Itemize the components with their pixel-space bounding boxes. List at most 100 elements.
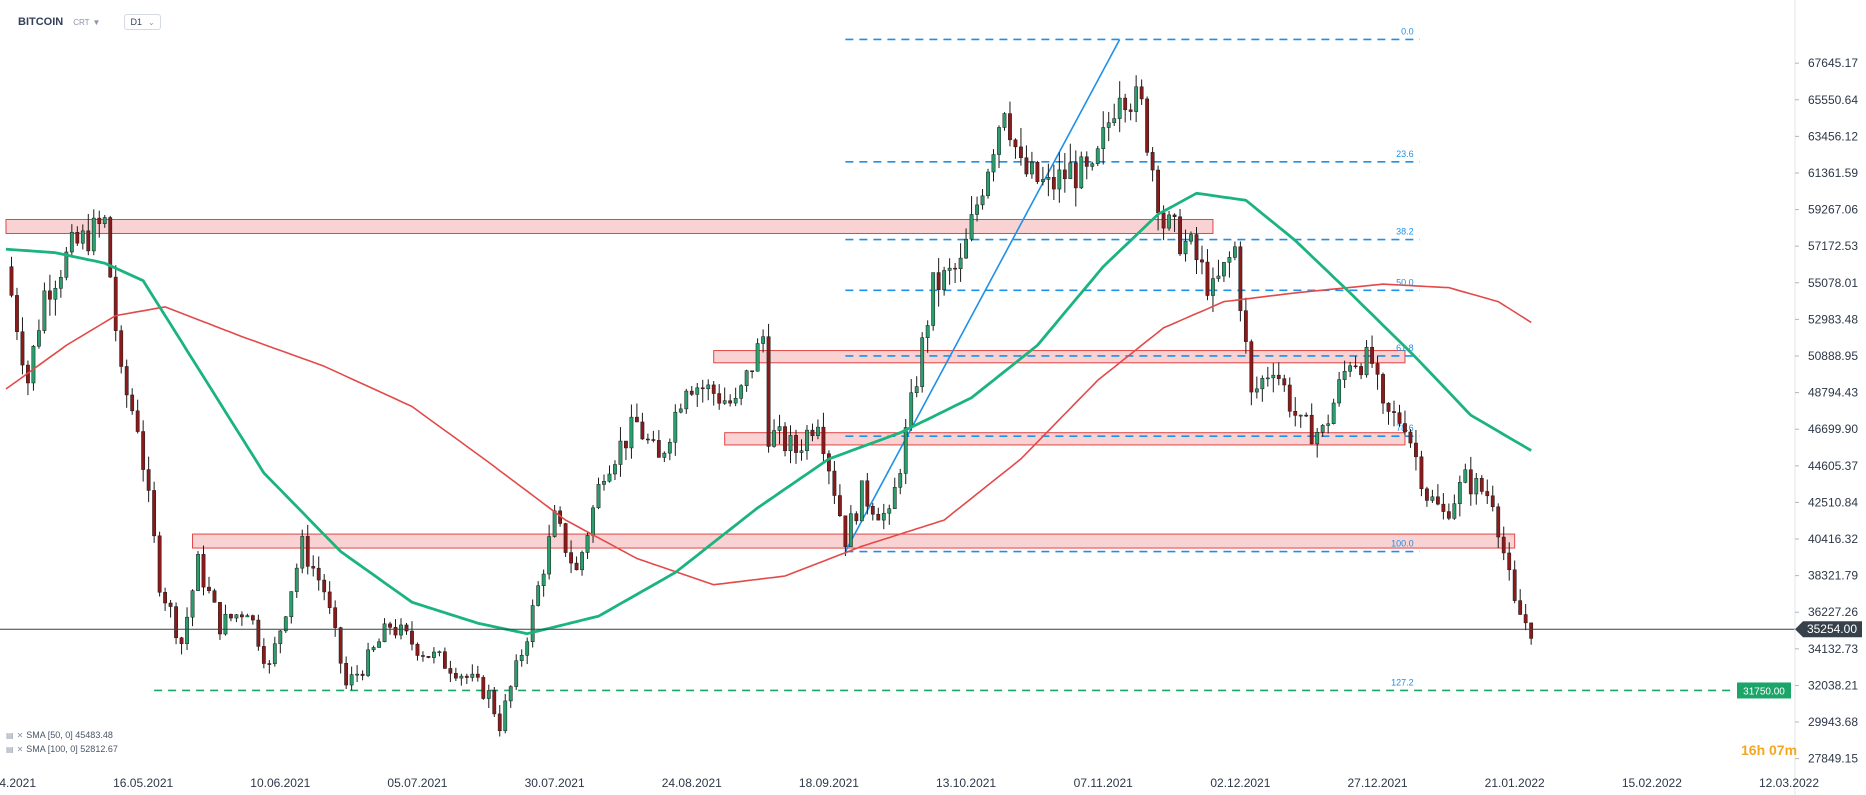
candle-body <box>964 238 968 259</box>
instrument-type[interactable]: CRT ▼ <box>73 18 100 27</box>
candle-body <box>859 480 864 522</box>
candle-body <box>377 641 381 648</box>
y-tick-label: 63456.12 <box>1808 129 1858 143</box>
candle-body <box>1452 503 1457 519</box>
candle-body <box>459 675 464 679</box>
candle-body <box>196 554 200 591</box>
candle-body <box>986 171 990 197</box>
y-tick-label: 36227.26 <box>1808 605 1858 619</box>
chevron-down-icon: ⌄ <box>147 17 155 27</box>
candle-body <box>1260 378 1265 390</box>
chevron-down-icon: ▼ <box>92 17 101 27</box>
candle-body <box>1518 600 1523 615</box>
candle-body <box>925 325 930 338</box>
candle-body <box>552 510 557 537</box>
candle-body <box>1457 482 1462 504</box>
candle-body <box>250 615 255 621</box>
candle-body <box>1523 614 1528 624</box>
candle-body <box>1112 118 1117 123</box>
candle-body <box>415 643 420 656</box>
candle-body <box>1101 127 1106 149</box>
candle-body <box>920 337 925 387</box>
candle-body <box>953 267 958 270</box>
candle-body <box>761 336 765 344</box>
candle-body <box>1183 240 1188 255</box>
eye-icon[interactable]: ▤ <box>6 744 14 754</box>
candle-body <box>777 426 782 431</box>
candle-body <box>294 567 299 592</box>
x-tick-label: 07.11.2021 <box>1074 776 1133 790</box>
candle-body <box>1200 259 1204 263</box>
indicator-legend-sma50[interactable]: ▤ ✕ SMA [50, 0] 45483.48 <box>6 730 113 740</box>
candle-body <box>448 668 453 674</box>
indicator-label: SMA [100, 0] 52812.67 <box>26 744 118 754</box>
candle-body <box>486 690 491 699</box>
candle-body <box>1419 456 1424 490</box>
candle-body <box>706 384 711 390</box>
instrument-type-label: CRT <box>73 17 90 27</box>
support-price-label: 31750.00 <box>1743 686 1785 697</box>
candle-body <box>936 272 941 290</box>
candle-body <box>1227 257 1232 263</box>
candle-body <box>53 288 58 300</box>
candle-body <box>810 429 815 436</box>
candle-body <box>1468 469 1473 495</box>
indicator-label: SMA [50, 0] 45483.48 <box>26 730 113 740</box>
candle-body <box>146 469 151 491</box>
x-tick-label: 10.06.2021 <box>250 776 310 790</box>
candle-body <box>179 637 184 644</box>
close-icon[interactable]: ✕ <box>16 744 24 754</box>
indicator-legend-sma100[interactable]: ▤ ✕ SMA [100, 0] 52812.67 <box>6 744 118 754</box>
candle-body <box>788 435 793 452</box>
candle-body <box>1430 496 1435 501</box>
candle-body <box>854 513 859 522</box>
candle-body <box>1079 156 1084 189</box>
candle-body <box>1403 423 1407 433</box>
candle-body <box>338 627 343 664</box>
eye-icon[interactable]: ▤ <box>6 730 14 740</box>
candle-body <box>1057 169 1062 190</box>
candle-body <box>163 592 167 604</box>
candle-body <box>141 431 146 470</box>
candle-body <box>1326 423 1331 426</box>
candle-body <box>931 272 936 326</box>
candle-body <box>1216 275 1221 279</box>
y-tick-label: 46699.90 <box>1808 422 1858 436</box>
candle-body <box>311 566 316 569</box>
y-tick-label: 44605.37 <box>1808 459 1858 473</box>
y-tick-label: 29943.68 <box>1808 715 1858 729</box>
candle-body <box>1030 161 1034 175</box>
candle-body <box>349 674 354 686</box>
symbol-name[interactable]: BITCOIN <box>18 16 64 28</box>
y-tick-label: 57172.53 <box>1808 239 1858 253</box>
candle-body <box>645 438 650 441</box>
candle-body <box>1024 157 1029 175</box>
candle-body <box>201 554 206 588</box>
candle-body <box>1271 374 1276 379</box>
candle-body <box>432 651 436 658</box>
current-price-label: 35254.00 <box>1807 622 1857 636</box>
candle-body <box>1145 98 1150 153</box>
candle-body <box>689 390 694 395</box>
candle-body <box>1254 388 1259 393</box>
candle-body <box>234 614 239 619</box>
candle-body <box>1490 495 1495 508</box>
candle-body <box>816 426 820 436</box>
y-tick-label: 67645.17 <box>1808 56 1858 70</box>
candle-body <box>596 484 601 509</box>
candle-body <box>1035 161 1040 182</box>
candle-body <box>316 567 321 581</box>
candle-body <box>1068 162 1073 180</box>
candle-body <box>870 506 875 515</box>
candle-body <box>1408 431 1413 444</box>
timeframe-select[interactable]: D1 ⌄ <box>124 14 161 30</box>
fib-level-label: 100.0 <box>1391 539 1414 549</box>
close-icon[interactable]: ✕ <box>16 730 24 740</box>
y-tick-label: 65550.64 <box>1808 93 1858 107</box>
candle-body <box>1474 478 1479 495</box>
candle-body <box>739 385 744 399</box>
candle-body <box>218 602 222 635</box>
candle-body <box>755 343 760 372</box>
sma100-line <box>5 283 1532 586</box>
